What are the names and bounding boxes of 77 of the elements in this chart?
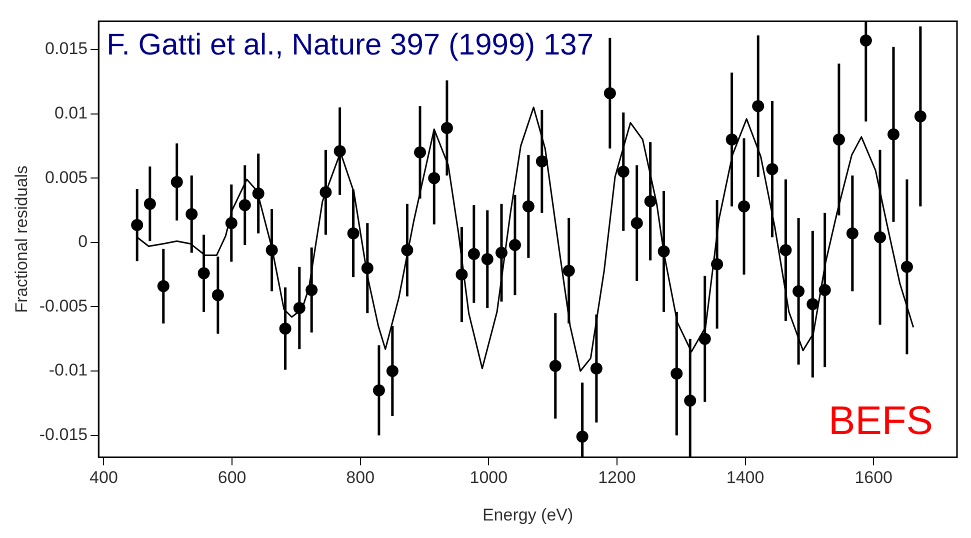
point xyxy=(792,285,805,298)
y-tick-label: -0.005 xyxy=(39,296,88,316)
point xyxy=(576,430,588,443)
point xyxy=(752,100,764,112)
point xyxy=(644,195,656,208)
point xyxy=(293,302,306,314)
point xyxy=(361,262,374,274)
point xyxy=(780,244,792,256)
y-tick-label: -0.015 xyxy=(39,425,88,444)
point xyxy=(157,280,170,292)
x-tick-label: 800 xyxy=(346,468,375,488)
point xyxy=(617,166,630,178)
point xyxy=(266,244,278,256)
point xyxy=(481,253,494,266)
point xyxy=(334,145,346,158)
point xyxy=(212,289,224,302)
point xyxy=(887,128,900,140)
x-tick-label: 1000 xyxy=(470,468,508,488)
point xyxy=(549,360,562,372)
x-tick-label: 1400 xyxy=(726,468,764,488)
point xyxy=(372,384,385,396)
point xyxy=(198,267,210,280)
x-tick-label: 400 xyxy=(90,468,118,488)
point xyxy=(562,264,575,277)
point xyxy=(468,248,480,260)
point xyxy=(818,284,831,296)
x-tick-label: 600 xyxy=(218,468,246,488)
point xyxy=(630,217,643,230)
point xyxy=(496,246,508,259)
point xyxy=(225,217,238,230)
x-tick-label: 1200 xyxy=(598,468,636,488)
y-tick-label: 0.01 xyxy=(54,103,88,122)
point xyxy=(766,163,778,176)
point xyxy=(186,208,198,220)
point xyxy=(914,110,926,122)
x-tick-label: 1600 xyxy=(854,468,893,488)
point xyxy=(590,362,602,374)
point xyxy=(670,368,683,380)
point xyxy=(508,238,521,251)
point xyxy=(536,155,548,168)
point xyxy=(860,34,872,46)
point xyxy=(874,231,886,244)
point xyxy=(428,172,440,184)
point xyxy=(846,227,858,240)
point xyxy=(238,199,251,212)
point xyxy=(401,244,414,256)
y-tick-label: 0 xyxy=(78,232,88,252)
point xyxy=(711,258,724,270)
point xyxy=(900,260,913,273)
y-tick-label: -0.01 xyxy=(48,360,88,380)
point xyxy=(131,219,144,232)
point xyxy=(414,146,426,158)
point xyxy=(726,134,738,146)
point xyxy=(252,188,264,200)
x-axis-title: Energy (eV) xyxy=(482,505,574,524)
point xyxy=(144,198,156,210)
point xyxy=(806,298,819,310)
point xyxy=(347,227,360,240)
point xyxy=(522,200,534,212)
point xyxy=(658,245,670,258)
point xyxy=(604,87,616,100)
point xyxy=(279,322,292,335)
point xyxy=(738,200,750,212)
point xyxy=(440,122,453,134)
point xyxy=(832,134,845,146)
y-tick-label: 0.005 xyxy=(45,168,88,187)
point xyxy=(306,284,318,296)
point xyxy=(698,332,711,345)
point xyxy=(170,176,183,188)
point xyxy=(320,186,332,198)
annotation: F. Gatti et al., Nature 397 (1999) 137 xyxy=(106,28,594,62)
y-axis-title: Fractional residuals xyxy=(12,165,31,313)
point xyxy=(684,394,696,407)
annotation: BEFS xyxy=(828,399,933,444)
point xyxy=(386,365,398,378)
point xyxy=(456,268,468,281)
y-tick-label: 0.015 xyxy=(45,39,88,58)
